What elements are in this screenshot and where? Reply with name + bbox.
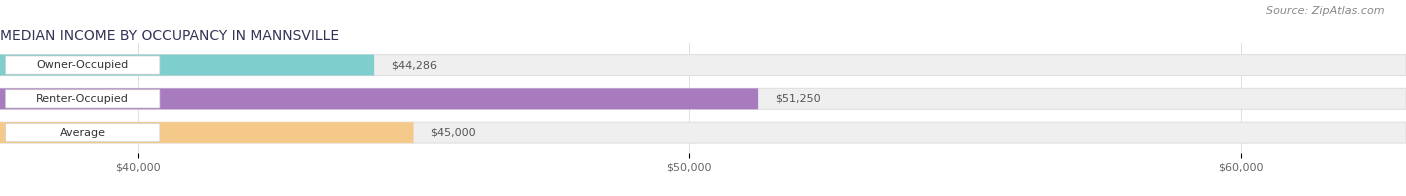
Text: $44,286: $44,286 [391,60,437,70]
FancyBboxPatch shape [0,88,758,109]
FancyBboxPatch shape [0,122,413,143]
Text: Source: ZipAtlas.com: Source: ZipAtlas.com [1267,6,1385,16]
FancyBboxPatch shape [0,122,1406,143]
Text: MEDIAN INCOME BY OCCUPANCY IN MANNSVILLE: MEDIAN INCOME BY OCCUPANCY IN MANNSVILLE [0,29,339,43]
FancyBboxPatch shape [0,88,1406,109]
FancyBboxPatch shape [0,55,374,75]
FancyBboxPatch shape [6,123,160,142]
FancyBboxPatch shape [6,56,160,74]
FancyBboxPatch shape [0,55,1406,75]
FancyBboxPatch shape [6,90,160,108]
Text: Owner-Occupied: Owner-Occupied [37,60,129,70]
Text: Average: Average [59,128,105,138]
Text: Renter-Occupied: Renter-Occupied [37,94,129,104]
Text: $45,000: $45,000 [430,128,475,138]
Text: $51,250: $51,250 [775,94,820,104]
